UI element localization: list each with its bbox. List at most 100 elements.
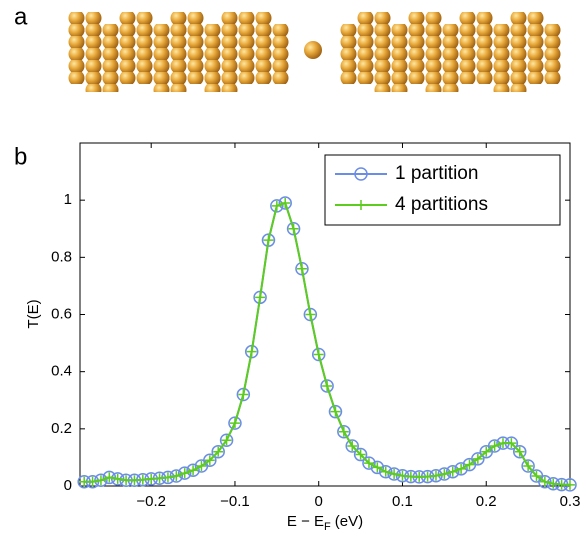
marker [221, 435, 232, 446]
marker [162, 472, 173, 483]
x-tick-label: −0.1 [220, 493, 250, 510]
marker [313, 349, 324, 360]
x-tick-label: −0.2 [136, 493, 166, 510]
x-tick-label: 0.2 [476, 493, 497, 510]
marker [229, 418, 240, 429]
marker [355, 449, 366, 460]
marker [211, 444, 225, 459]
marker [94, 473, 108, 488]
marker [154, 473, 165, 484]
marker [538, 474, 552, 489]
marker [439, 468, 450, 479]
marker [280, 198, 291, 209]
marker [454, 462, 468, 476]
marker [322, 380, 333, 391]
marker [236, 387, 251, 402]
marker [497, 438, 508, 449]
marker [219, 433, 234, 448]
marker [370, 460, 385, 475]
marker [363, 458, 374, 469]
marker [362, 456, 376, 470]
marker [286, 222, 301, 236]
marker [238, 389, 249, 400]
marker [228, 416, 242, 430]
marker [213, 446, 224, 457]
marker [389, 468, 400, 479]
marker [288, 223, 299, 234]
marker [79, 476, 90, 487]
marker [356, 200, 366, 210]
marker [378, 464, 393, 479]
x-label-main: E − E [287, 513, 324, 530]
x-tick-label: 0 [315, 493, 323, 510]
marker [521, 459, 535, 473]
x-label-unit: (eV) [335, 513, 363, 530]
legend-label: 1 partition [395, 163, 478, 184]
marker [539, 476, 550, 487]
marker [129, 475, 140, 486]
y-tick-label: 0.6 [51, 305, 72, 322]
marker [437, 467, 452, 481]
marker [270, 199, 284, 213]
y-tick-label: 0.4 [51, 363, 72, 380]
marker [430, 470, 441, 481]
marker [487, 439, 502, 453]
marker [112, 473, 123, 484]
marker [146, 473, 157, 484]
marker [347, 440, 358, 451]
panel-label: b [14, 143, 27, 170]
marker [278, 196, 292, 210]
marker [471, 452, 485, 466]
series [77, 196, 577, 492]
marker [472, 453, 483, 464]
marker [380, 466, 391, 477]
marker [565, 479, 575, 490]
marker [104, 472, 115, 483]
x-tick-label: 0.1 [392, 493, 413, 510]
marker [548, 478, 559, 489]
marker [295, 262, 309, 276]
panel-label: a [14, 3, 28, 30]
marker [422, 471, 433, 482]
marker [203, 453, 217, 468]
marker [481, 446, 492, 457]
marker [531, 470, 542, 481]
marker [171, 470, 182, 481]
marker [397, 470, 408, 481]
marker [186, 463, 200, 478]
marker [456, 463, 467, 474]
legend-label: 4 partitions [395, 194, 488, 215]
marker [405, 471, 416, 482]
marker [328, 404, 343, 419]
atomic-structure [68, 12, 561, 92]
marker [102, 470, 117, 485]
marker [556, 479, 567, 490]
series [79, 198, 575, 490]
y-tick-label: 0.2 [51, 420, 72, 437]
marker [303, 307, 318, 322]
marker [345, 439, 359, 453]
marker [110, 472, 125, 486]
y-tick-label: 1 [64, 191, 72, 208]
y-axis-label: T(E) [25, 299, 42, 328]
marker [196, 460, 207, 471]
marker [445, 464, 460, 479]
marker [320, 379, 334, 393]
x-tick-label: 0.3 [560, 493, 581, 510]
marker [464, 459, 475, 470]
marker [387, 467, 401, 481]
marker [204, 455, 215, 466]
marker [87, 476, 98, 487]
marker [188, 465, 199, 476]
marker [271, 200, 282, 211]
marker [95, 475, 106, 486]
y-tick-label: 0 [64, 477, 72, 494]
marker [296, 263, 307, 274]
marker [447, 466, 458, 477]
marker [512, 444, 527, 459]
marker [177, 466, 192, 480]
x-label-sub: F [324, 521, 331, 533]
marker [263, 235, 274, 246]
marker [246, 346, 257, 357]
